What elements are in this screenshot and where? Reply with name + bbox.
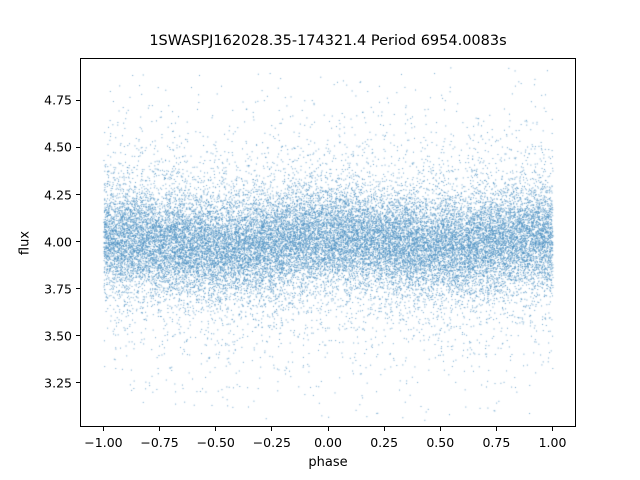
y-tick-label: 3.75	[44, 281, 72, 297]
x-tick-mark	[552, 427, 554, 431]
x-tick-mark	[383, 427, 385, 431]
x-tick-label: −1.00	[84, 435, 123, 450]
x-tick-label: −0.25	[252, 435, 292, 450]
y-tick-label: 4.25	[44, 187, 72, 202]
y-tick-mark	[76, 335, 80, 337]
y-tick-label: 4.75	[44, 92, 72, 108]
x-tick-label: 0.75	[482, 435, 511, 450]
x-tick-label: 1.00	[538, 435, 567, 450]
y-tick-mark	[76, 194, 80, 195]
y-tick-label: 3.50	[44, 328, 72, 344]
x-tick-label: 0.50	[426, 435, 455, 450]
x-tick-label: −0.50	[196, 435, 235, 450]
x-tick-label: 0.00	[314, 435, 342, 450]
y-tick-mark	[76, 382, 80, 384]
x-tick-mark	[159, 427, 161, 431]
x-tick-mark	[439, 427, 441, 431]
x-axis-label: phase	[308, 455, 348, 470]
y-tick-label: 3.25	[44, 375, 72, 391]
chart-title: 1SWASPJ162028.35-174321.4 Period 6954.00…	[149, 33, 507, 49]
y-axis-label: flux	[17, 230, 33, 255]
x-tick-mark	[215, 427, 217, 431]
x-tick-mark	[327, 427, 329, 431]
scatter-canvas	[81, 59, 575, 426]
x-tick-mark	[271, 427, 273, 431]
x-tick-mark	[102, 427, 104, 431]
y-tick-mark	[76, 288, 80, 290]
x-tick-label: 0.25	[370, 435, 399, 450]
x-tick-mark	[495, 427, 497, 431]
y-tick-label: 4.00	[44, 234, 72, 250]
y-tick-label: 4.50	[44, 139, 72, 155]
y-tick-mark	[76, 146, 80, 148]
y-tick-mark	[76, 99, 80, 101]
x-tick-label: −0.75	[140, 435, 179, 450]
plot-area: phase flux −1.00 −0.75 −0.50 −0.25 0.00 0.25 0…	[18, 58, 576, 470]
y-tick-mark	[76, 241, 80, 243]
